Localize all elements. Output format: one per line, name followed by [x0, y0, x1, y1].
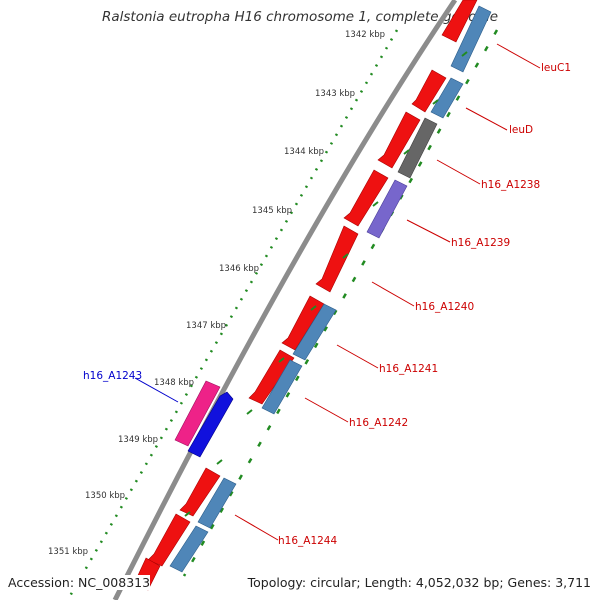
map-title: Ralstonia eutropha H16 chromosome 1, com… [101, 9, 499, 25]
ring-ticks [184, 51, 468, 517]
gene-label-h16_A1241: h16_A1241 [379, 363, 438, 375]
kbp-label: 1342 kbp [345, 30, 385, 40]
gene-label-h16_A1244: h16_A1244 [278, 535, 337, 547]
gene-label-h16_A1243: h16_A1243 [83, 370, 142, 382]
gene-label-h16_A1240: h16_A1240 [415, 301, 474, 313]
topology-summary: Topology: circular; Length: 4,052,032 bp… [247, 575, 591, 590]
gene-feature[interactable] [441, 0, 478, 43]
gene-feature[interactable] [411, 69, 447, 113]
gene-feature[interactable] [261, 359, 303, 415]
gene-feature[interactable] [179, 467, 221, 517]
gene-label-h16_A1239: h16_A1239 [451, 237, 510, 249]
gene-feature[interactable] [315, 225, 359, 293]
kbp-label: 1348 kbp [154, 378, 194, 388]
pseudo-gene-feature[interactable] [397, 117, 438, 179]
forward-genes [133, 0, 478, 591]
gene-label-group: leuC1 leuD h16_A1238 h16_A1239 h16_A1240… [83, 62, 571, 547]
gene-label-leuD: leuD [509, 124, 533, 136]
kbp-labels: 1342 kbp 1343 kbp 1344 kbp 1345 kbp 1346… [48, 30, 385, 557]
gene-feature[interactable] [169, 525, 209, 573]
kbp-label: 1349 kbp [118, 435, 158, 445]
gene-feature[interactable] [377, 111, 421, 169]
gene-feature[interactable] [281, 295, 325, 351]
gene-label-h16_A1238: h16_A1238 [481, 179, 540, 191]
gene-feature[interactable] [343, 169, 389, 227]
kbp-label: 1346 kbp [219, 264, 259, 274]
kbp-label: 1344 kbp [284, 147, 324, 157]
gene-feature[interactable] [174, 380, 221, 447]
leader-lines [134, 43, 541, 541]
gene-feature[interactable] [187, 391, 234, 458]
chromosome-backbone [112, 0, 458, 600]
reverse-genes [169, 5, 492, 573]
gene-feature[interactable] [366, 179, 408, 239]
gene-label-h16_A1242: h16_A1242 [349, 417, 408, 429]
accession-text: Accession: NC_008313 [8, 575, 151, 590]
gene-feature[interactable] [248, 349, 295, 405]
kbp-label: 1351 kbp [48, 547, 88, 557]
kbp-label: 1347 kbp [186, 321, 226, 331]
kbp-label: 1345 kbp [252, 206, 292, 216]
kbp-label: 1350 kbp [85, 491, 125, 501]
gene-label-leuC1: leuC1 [541, 62, 571, 74]
gene-feature[interactable] [197, 477, 237, 529]
kbp-tick-ring [68, 29, 399, 597]
gene-feature[interactable] [292, 303, 337, 361]
kbp-label: 1343 kbp [315, 89, 355, 99]
gene-feature[interactable] [450, 5, 492, 73]
